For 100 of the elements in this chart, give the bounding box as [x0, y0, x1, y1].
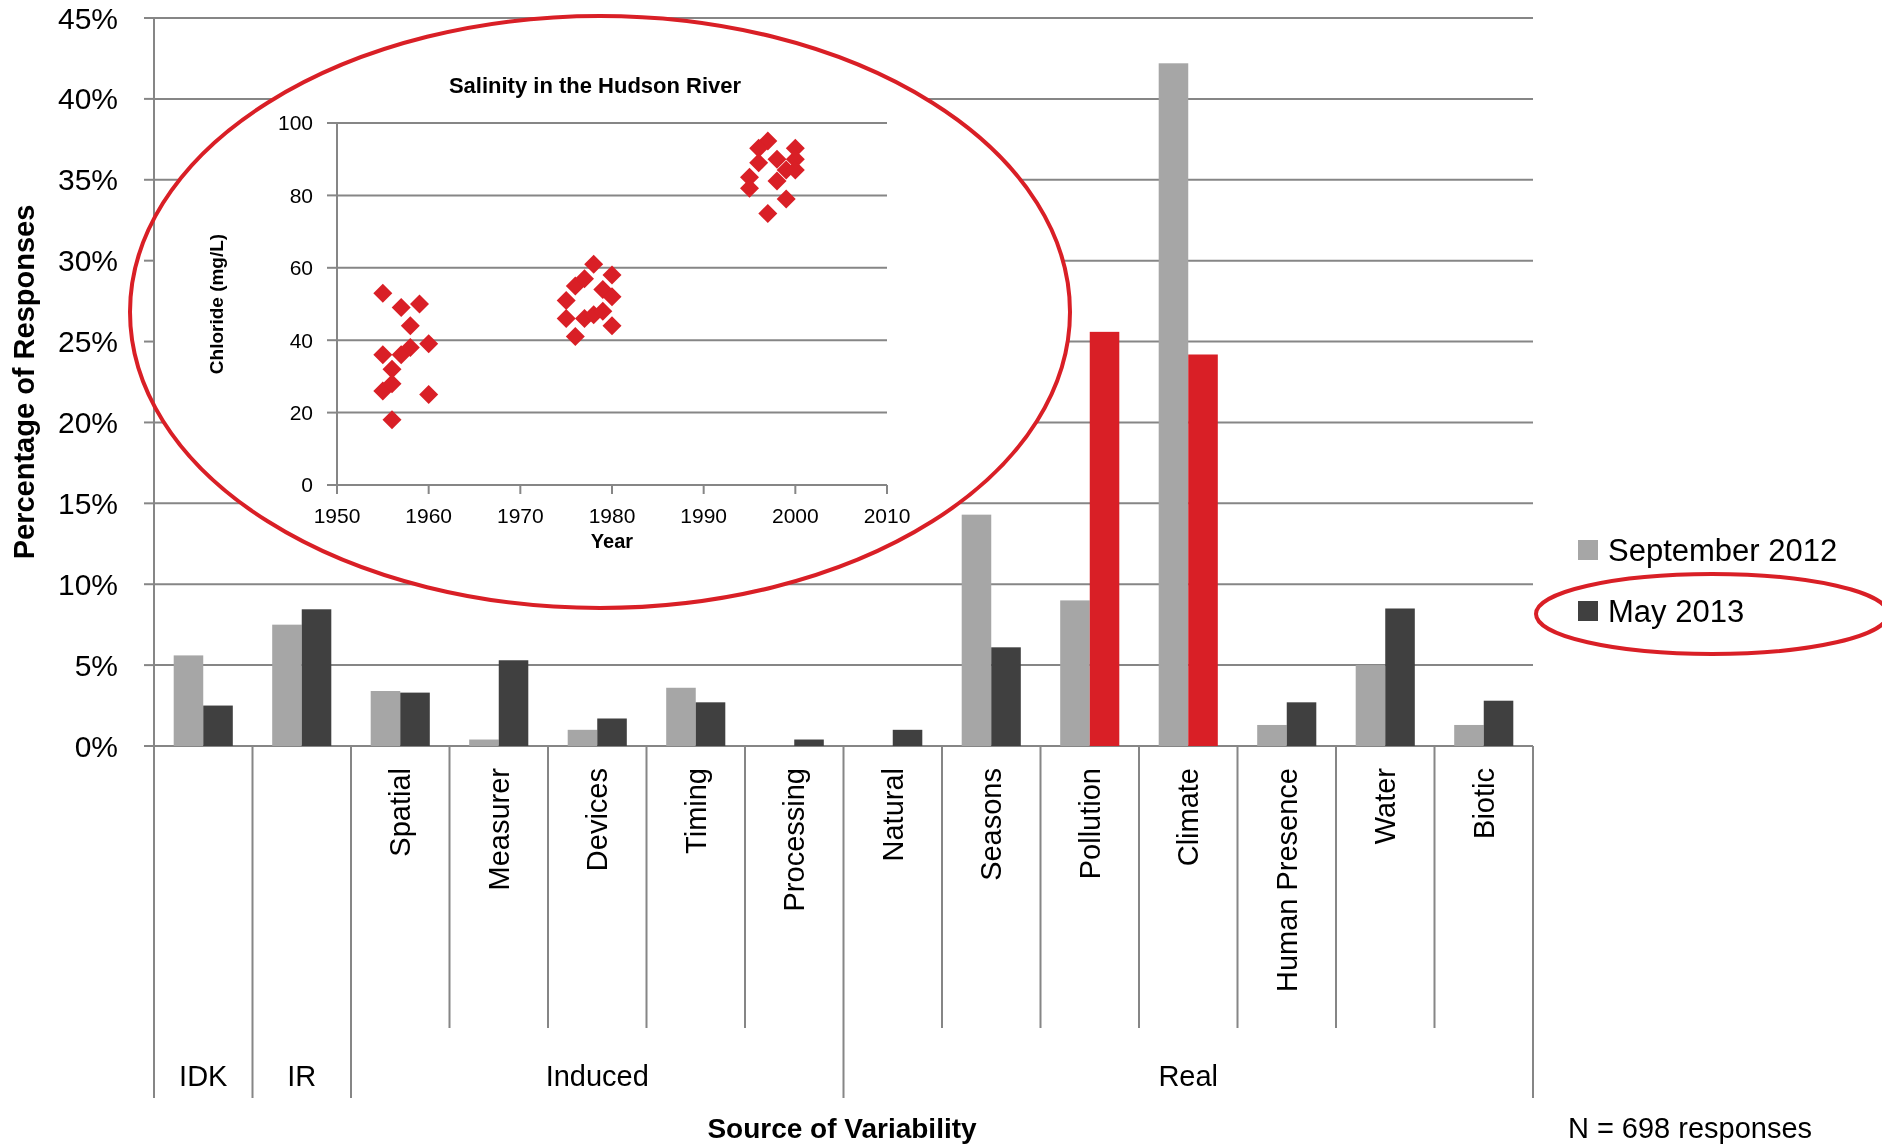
- bar: [597, 718, 627, 746]
- y-tick-label: 20%: [57, 405, 118, 439]
- x-tick-label: Pollution: [1073, 768, 1106, 880]
- point: [419, 385, 439, 404]
- y-tick-label: 15%: [57, 486, 118, 520]
- x-tick-label: 1960: [405, 504, 453, 527]
- bar: [301, 609, 332, 746]
- point: [602, 265, 622, 285]
- bar: [1188, 354, 1218, 746]
- x-tick-label: 1950: [313, 504, 361, 527]
- x-axis-title: Year: [590, 530, 634, 552]
- bar: [498, 660, 529, 746]
- x-tick-label: Climate: [1172, 768, 1205, 867]
- y-tick-label: 80: [289, 183, 313, 207]
- point: [602, 287, 622, 307]
- bar: [666, 687, 696, 746]
- bar: [173, 655, 204, 746]
- y-axis-title: Chloride (mg/L): [206, 233, 227, 375]
- point: [593, 301, 613, 321]
- x-tick-label: Spatial: [384, 768, 417, 857]
- x-tick-label: 1990: [680, 504, 728, 527]
- point: [767, 171, 787, 191]
- x-tick-label: Seasons: [975, 768, 1008, 881]
- point: [767, 149, 787, 169]
- point: [410, 294, 429, 314]
- point: [565, 327, 585, 347]
- point: [556, 290, 576, 310]
- text: IDK: [179, 1060, 229, 1092]
- bar: [1483, 700, 1514, 746]
- y-tick-label: 100: [277, 111, 313, 135]
- bar: [1257, 724, 1287, 746]
- text: Induced: [545, 1060, 649, 1092]
- point: [382, 359, 402, 379]
- point: [584, 254, 604, 274]
- y-tick-label: 0: [301, 473, 313, 497]
- legend-label: May 2013: [1608, 593, 1745, 629]
- bar: [469, 739, 499, 746]
- point: [373, 345, 393, 365]
- x-tick-label: Water: [1369, 767, 1402, 845]
- y-tick-label: 45%: [57, 1, 118, 35]
- point: [602, 316, 622, 336]
- chart-title: Salinity in the Hudson River: [448, 73, 742, 98]
- bar: [1454, 724, 1484, 746]
- point: [593, 280, 613, 300]
- y-axis-title: Percentage of Responses: [8, 204, 40, 560]
- y-tick-label: 5%: [74, 648, 118, 682]
- x-tick-label: 1980: [588, 504, 636, 527]
- bar: [961, 514, 992, 746]
- point: [400, 316, 420, 336]
- y-tick-label: 0%: [74, 729, 118, 763]
- point: [776, 189, 796, 209]
- point: [419, 334, 439, 354]
- point: [391, 298, 411, 318]
- text: Real: [1158, 1060, 1219, 1092]
- point: [575, 269, 594, 289]
- y-tick-label: 60: [289, 256, 313, 280]
- point: [382, 410, 402, 430]
- y-tick-label: 30%: [57, 244, 118, 278]
- bar: [1089, 331, 1120, 746]
- point: [749, 138, 769, 158]
- bar: [794, 739, 824, 746]
- x-tick-label: Biotic: [1467, 768, 1500, 839]
- bar: [1158, 63, 1189, 746]
- x-tick-label: Human Presence: [1270, 768, 1303, 993]
- bar: [203, 705, 233, 746]
- bar: [567, 729, 598, 746]
- point: [749, 153, 769, 173]
- x-tick-label: 2010: [863, 504, 911, 527]
- x-tick-label: 2000: [771, 504, 819, 527]
- point: [556, 308, 576, 328]
- legend-label: September 2012: [1608, 532, 1838, 568]
- bar: [272, 624, 302, 746]
- text: IR: [287, 1060, 317, 1092]
- y-tick-label: 40%: [57, 82, 118, 116]
- bar: [1286, 702, 1317, 746]
- point: [382, 374, 402, 394]
- point: [758, 204, 778, 223]
- y-tick-label: 25%: [57, 325, 118, 359]
- y-tick-label: 10%: [57, 567, 118, 601]
- y-tick-label: 20: [289, 400, 313, 424]
- bar: [370, 691, 401, 746]
- x-tick-label: Natural: [876, 768, 909, 862]
- bar: [1060, 600, 1090, 746]
- bar: [400, 692, 430, 746]
- x-tick-label: 1970: [496, 504, 544, 527]
- x-axis-title: Source of Variability: [707, 1113, 978, 1144]
- x-tick-label: Devices: [581, 768, 614, 872]
- bar: [1355, 665, 1386, 746]
- bar: [1385, 608, 1415, 746]
- point: [400, 337, 420, 357]
- y-tick-label: 35%: [57, 163, 118, 197]
- bar: [991, 647, 1021, 746]
- x-tick-label: Timing: [679, 768, 712, 854]
- text: N = 698 responses: [1567, 1112, 1813, 1144]
- x-tick-label: Measurer: [482, 767, 515, 891]
- x-tick-label: Processing: [778, 768, 811, 912]
- bar: [892, 729, 923, 746]
- bar: [695, 702, 726, 746]
- y-tick-label: 40: [289, 328, 313, 352]
- point: [373, 283, 393, 303]
